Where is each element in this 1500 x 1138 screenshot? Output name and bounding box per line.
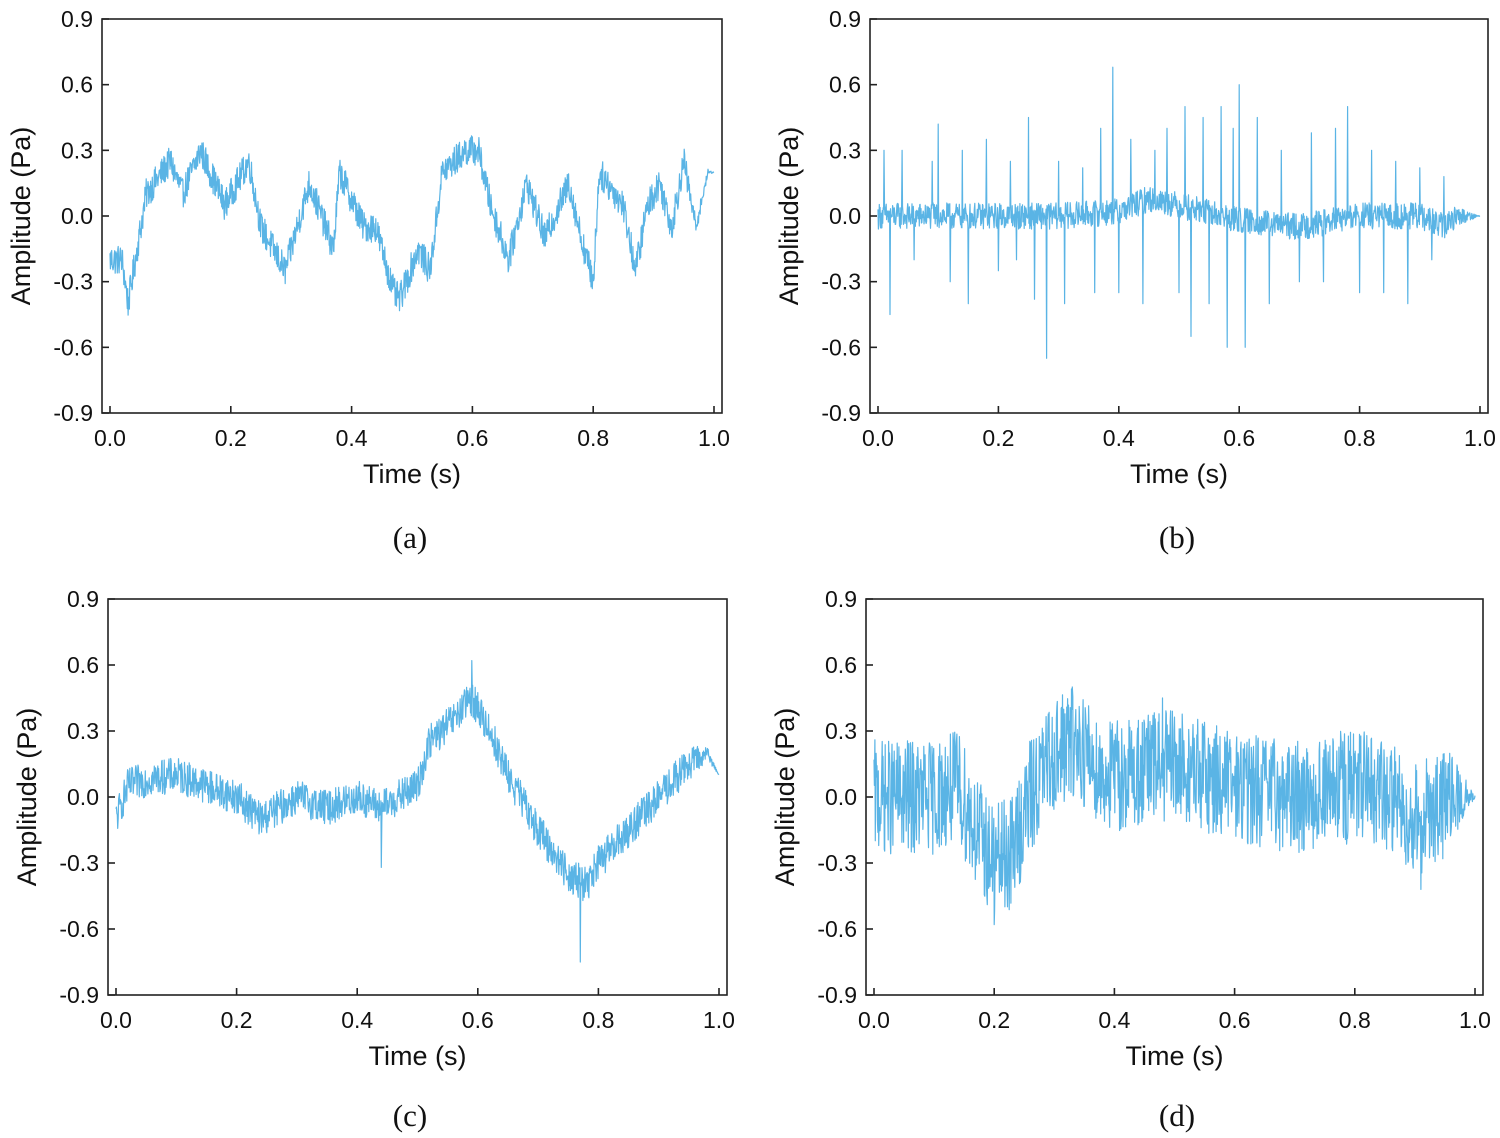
panel-c-ylabel: Amplitude (Pa) xyxy=(12,708,42,887)
panel-d-ytick-label: -0.9 xyxy=(817,982,857,1008)
panel-d-xtick-label: 0.8 xyxy=(1339,1007,1371,1033)
panel-a-ytick-label: -0.9 xyxy=(53,400,93,426)
panel-a-xtick-label: 1.0 xyxy=(698,425,730,451)
panel-c-ytick-label: 0.3 xyxy=(67,718,99,744)
panel-c-series-pressure xyxy=(115,660,720,963)
panel-c-ytick-label: 0.6 xyxy=(67,652,99,678)
panel-c-xtick-label: 1.0 xyxy=(703,1007,735,1033)
panel-b-xtick-label: 1.0 xyxy=(1464,425,1496,451)
panel-d-xtick-label: 0.2 xyxy=(978,1007,1010,1033)
panel-a-caption: (a) xyxy=(393,520,427,555)
panel-d-xtick-label: 0.6 xyxy=(1219,1007,1251,1033)
panel-d-ytick-label: 0.6 xyxy=(825,652,857,678)
panel-a-ytick-label: -0.3 xyxy=(53,269,93,295)
panel-d-ytick-label: -0.6 xyxy=(817,916,857,942)
panel-a-xlabel: Time (s) xyxy=(363,459,461,489)
panel-d-xtick-label: 0.4 xyxy=(1098,1007,1130,1033)
panel-b-xtick-label: 0.0 xyxy=(862,425,894,451)
panel-c-xlabel: Time (s) xyxy=(369,1041,467,1071)
panel-a-plot-frame xyxy=(101,18,723,414)
panel-d-ytick-label: -0.3 xyxy=(817,850,857,876)
panel-c-ytick-label: 0.9 xyxy=(67,586,99,612)
panel-a-ytick-label: 0.0 xyxy=(61,203,93,229)
panel-b-ytick-label: 0.9 xyxy=(829,6,861,32)
panel-b-ylabel: Amplitude (Pa) xyxy=(774,127,804,306)
panel-a-xtick-label: 0.2 xyxy=(215,425,247,451)
panel-b-ytick-label: -0.9 xyxy=(821,400,861,426)
panel-b-xlabel: Time (s) xyxy=(1130,459,1228,489)
panel-d-xlabel: Time (s) xyxy=(1126,1041,1224,1071)
panel-a-ylabel: Amplitude (Pa) xyxy=(6,127,36,306)
panel-d-xtick-label: 0.0 xyxy=(858,1007,890,1033)
panel-b-caption: (b) xyxy=(1159,520,1195,555)
panel-c-plot-frame xyxy=(107,598,728,996)
panel-a-ytick-label: 0.6 xyxy=(61,72,93,98)
panel-c-ytick-label: -0.6 xyxy=(59,916,99,942)
panel-d-xtick-label: 1.0 xyxy=(1459,1007,1491,1033)
panel-d-series-pressure xyxy=(873,686,1476,926)
panel-b-xtick-label: 0.4 xyxy=(1103,425,1135,451)
panel-a-xtick-label: 0.4 xyxy=(336,425,368,451)
panel-b-ytick-label: -0.3 xyxy=(821,269,861,295)
panel-c-ytick-label: -0.3 xyxy=(59,850,99,876)
panel-b-xtick-label: 0.2 xyxy=(982,425,1014,451)
panel-c-ytick-label: -0.9 xyxy=(59,982,99,1008)
panel-a-xtick-label: 0.0 xyxy=(94,425,126,451)
panel-a-ytick-label: 0.9 xyxy=(61,6,93,32)
panel-a-xtick-label: 0.8 xyxy=(577,425,609,451)
panel-b-series-pressure xyxy=(877,66,1481,359)
panel-b-ytick-label: -0.6 xyxy=(821,334,861,360)
panel-c-xtick-label: 0.0 xyxy=(100,1007,132,1033)
panel-b-ytick-label: 0.3 xyxy=(829,137,861,163)
panel-b-ytick-label: 0.6 xyxy=(829,72,861,98)
panel-c-caption: (c) xyxy=(393,1098,427,1133)
panel-a-series-pressure xyxy=(109,135,715,316)
panel-a-xtick-label: 0.6 xyxy=(456,425,488,451)
panel-d-caption: (d) xyxy=(1159,1098,1195,1133)
panel-b-xtick-label: 0.6 xyxy=(1223,425,1255,451)
panel-b-xtick-label: 0.8 xyxy=(1344,425,1376,451)
panel-a-ytick-label: 0.3 xyxy=(61,137,93,163)
panel-d-ytick-label: 0.0 xyxy=(825,784,857,810)
panel-a-ytick-label: -0.6 xyxy=(53,334,93,360)
panel-d-ylabel: Amplitude (Pa) xyxy=(770,708,800,887)
panel-b-ytick-label: 0.0 xyxy=(829,203,861,229)
panel-d-ytick-label: 0.3 xyxy=(825,718,857,744)
panel-c-xtick-label: 0.8 xyxy=(582,1007,614,1033)
panel-c-xtick-label: 0.2 xyxy=(221,1007,253,1033)
panel-c-xtick-label: 0.6 xyxy=(462,1007,494,1033)
panel-d-ytick-label: 0.9 xyxy=(825,586,857,612)
panel-c-ytick-label: 0.0 xyxy=(67,784,99,810)
panel-c-xtick-label: 0.4 xyxy=(341,1007,373,1033)
